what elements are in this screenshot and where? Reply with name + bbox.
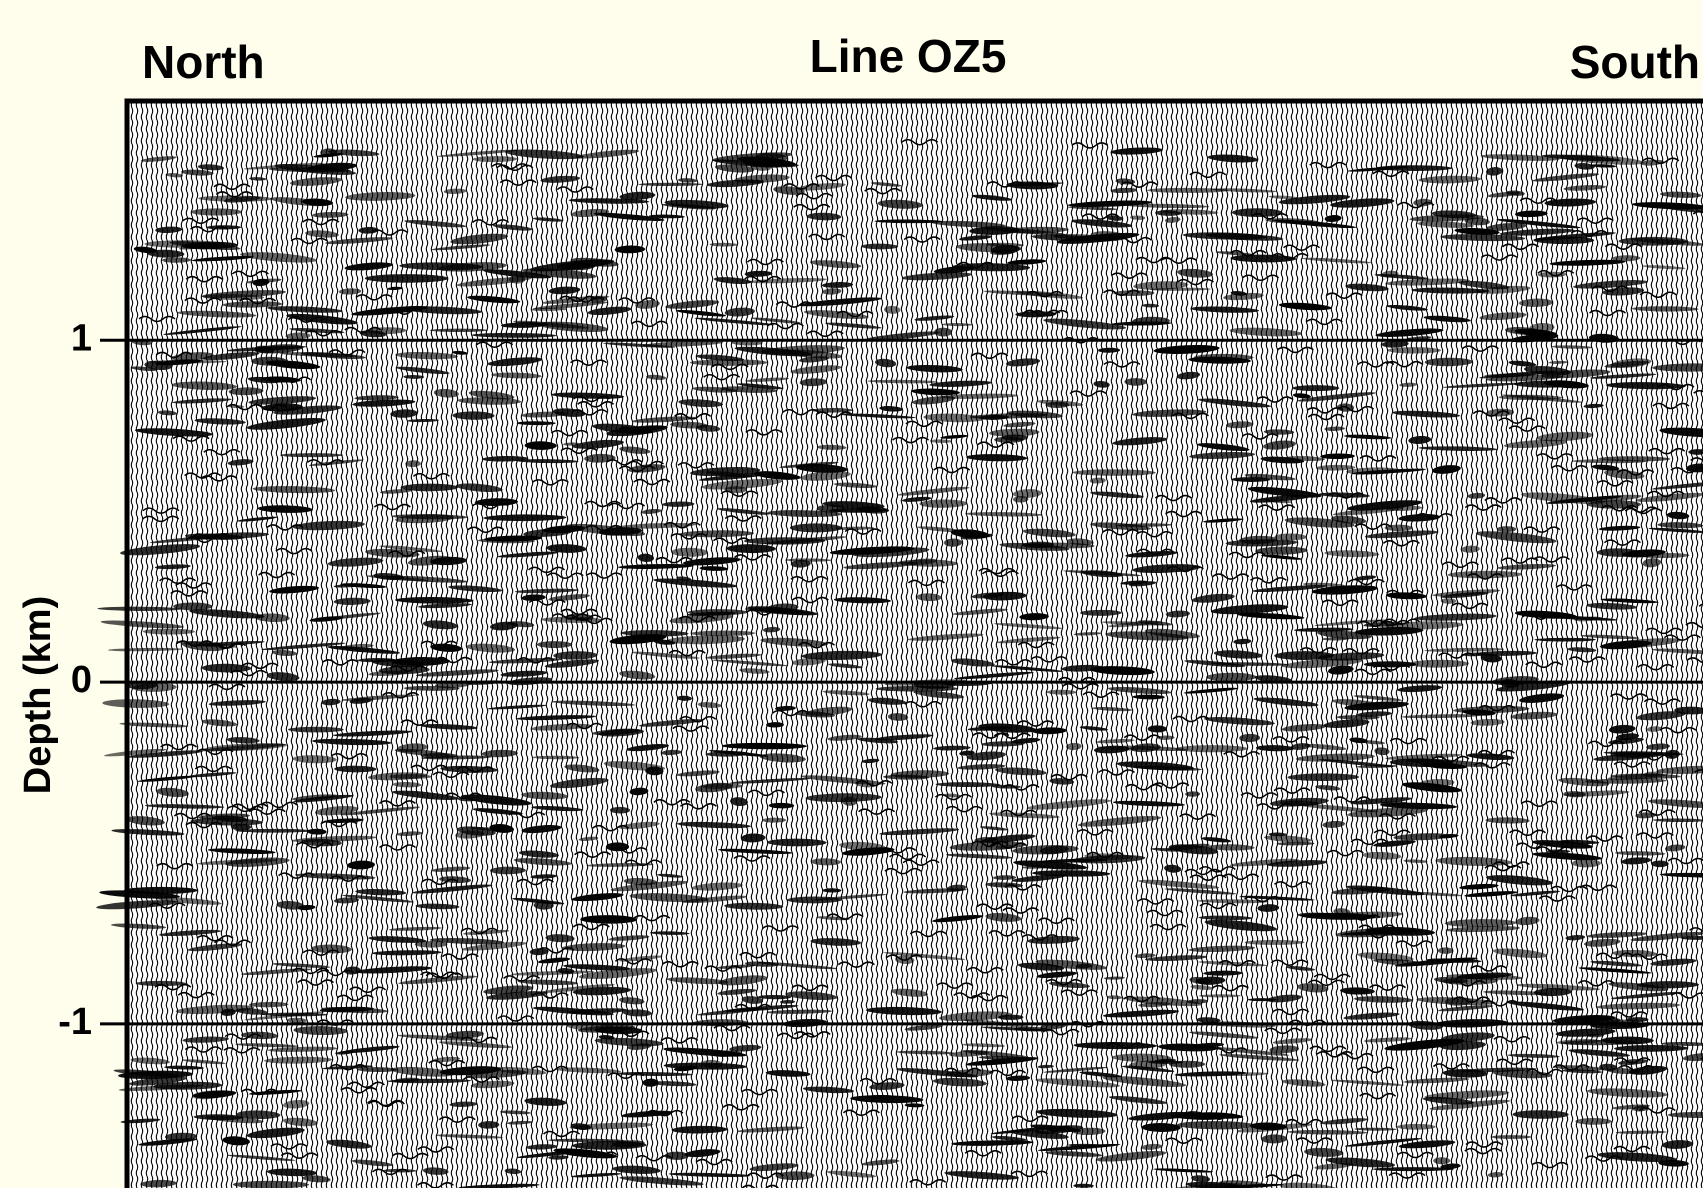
reflector (1433, 1157, 1450, 1164)
chart-title: Line OZ5 (810, 30, 1007, 82)
reflector (1002, 434, 1028, 440)
reflector (124, 887, 198, 894)
reflector (1491, 1135, 1531, 1139)
y-axis-label: Depth (km) (17, 596, 59, 794)
y-tick-label: -1 (58, 1001, 92, 1043)
reflector (606, 842, 629, 851)
reflector (1572, 859, 1601, 867)
page: {"chart_data": {"type": "seismic", "titl… (0, 0, 1703, 1188)
reflector (537, 641, 572, 648)
left-label: North (142, 36, 265, 88)
reflector (865, 1095, 898, 1099)
reflector (1292, 385, 1339, 391)
chart: Line OZ5 North South Depth (km) -1 0 1 (0, 0, 1703, 1188)
y-tick-label: 1 (71, 317, 92, 359)
reflector (1387, 347, 1441, 353)
right-label: South (1570, 36, 1700, 88)
reflector (1397, 1124, 1436, 1130)
y-tick-label: 0 (71, 659, 92, 701)
reflector (790, 523, 842, 532)
reflector (235, 829, 314, 833)
